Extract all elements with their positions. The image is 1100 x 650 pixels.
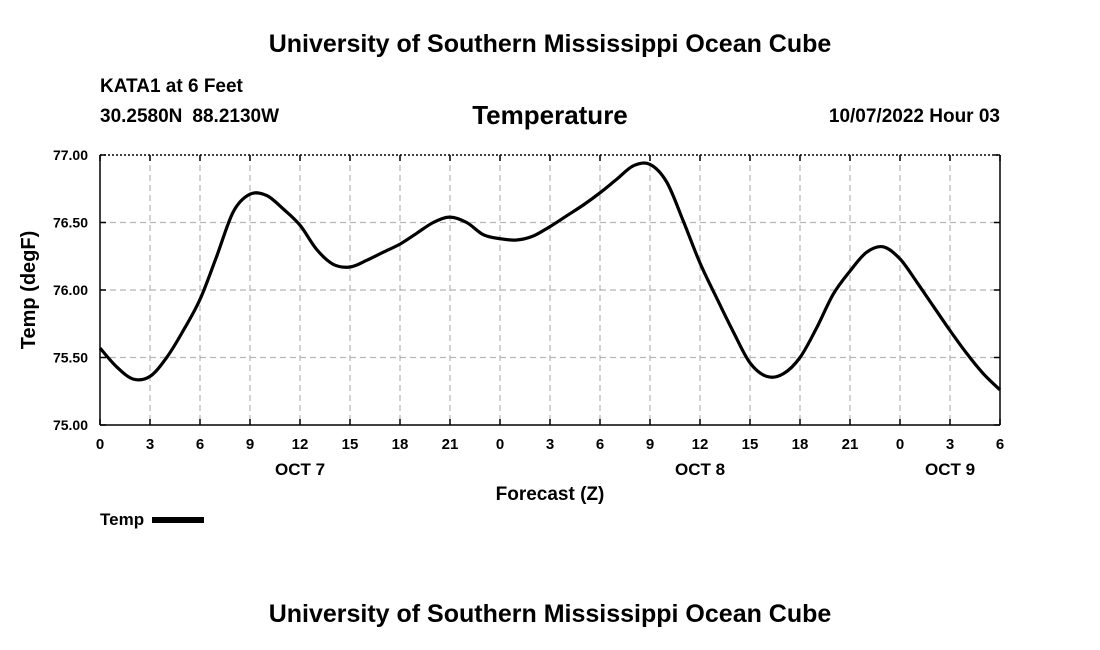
date-label: OCT 7: [275, 460, 325, 479]
x-tick-label: 0: [96, 436, 104, 453]
x-tick-label: 0: [496, 436, 504, 453]
y-tick-label: 75.50: [53, 350, 88, 366]
x-axis-title: Forecast (Z): [496, 484, 605, 505]
date-label: OCT 8: [675, 460, 725, 479]
x-tick-label: 3: [546, 436, 554, 453]
y-tick-label: 76.00: [53, 282, 88, 298]
y-tick-label: 77.00: [53, 147, 88, 163]
x-tick-label: 9: [246, 436, 254, 453]
footer-title: University of Southern Mississippi Ocean…: [268, 600, 832, 628]
legend-label-temp: Temp: [100, 510, 145, 529]
x-tick-label: 0: [896, 436, 904, 453]
date-label: OCT 9: [925, 460, 975, 479]
legend: Temp: [100, 510, 205, 530]
x-tick-label: 3: [946, 436, 954, 453]
x-tick-label: 6: [596, 436, 604, 453]
forecast-datetime: 10/07/2022 Hour 03: [828, 106, 1000, 127]
legend-swatch-temp: [152, 517, 205, 523]
chart-title: Temperature: [472, 100, 628, 130]
x-tick-label: 18: [392, 436, 409, 453]
station-label: KATA1 at 6 Feet: [100, 76, 243, 97]
x-tick-label: 3: [146, 436, 154, 453]
y-tick-label: 75.00: [53, 417, 88, 433]
x-tick-label: 9: [646, 436, 654, 453]
chart-header-title: University of Southern Mississippi Ocean…: [268, 30, 832, 58]
x-tick-label: 12: [692, 436, 709, 453]
x-tick-label: 15: [342, 436, 359, 453]
x-tick-label: 21: [842, 436, 859, 453]
series-line-temp: [98, 161, 1002, 392]
x-tick-label: 6: [196, 436, 204, 453]
y-tick-label: 76.50: [53, 215, 88, 231]
longitude-label: 88.2130W: [192, 106, 280, 127]
coordinates: 30.2580N 88.2130W: [100, 106, 279, 128]
latitude-label: 30.2580N: [100, 106, 183, 127]
y-axis-title: Temp (degF): [18, 231, 40, 350]
x-tick-label: 18: [792, 436, 809, 453]
x-tick-label: 15: [742, 436, 759, 453]
x-tick-label: 21: [442, 436, 459, 453]
x-tick-label: 6: [996, 436, 1004, 453]
x-tick-label: 12: [292, 436, 309, 453]
